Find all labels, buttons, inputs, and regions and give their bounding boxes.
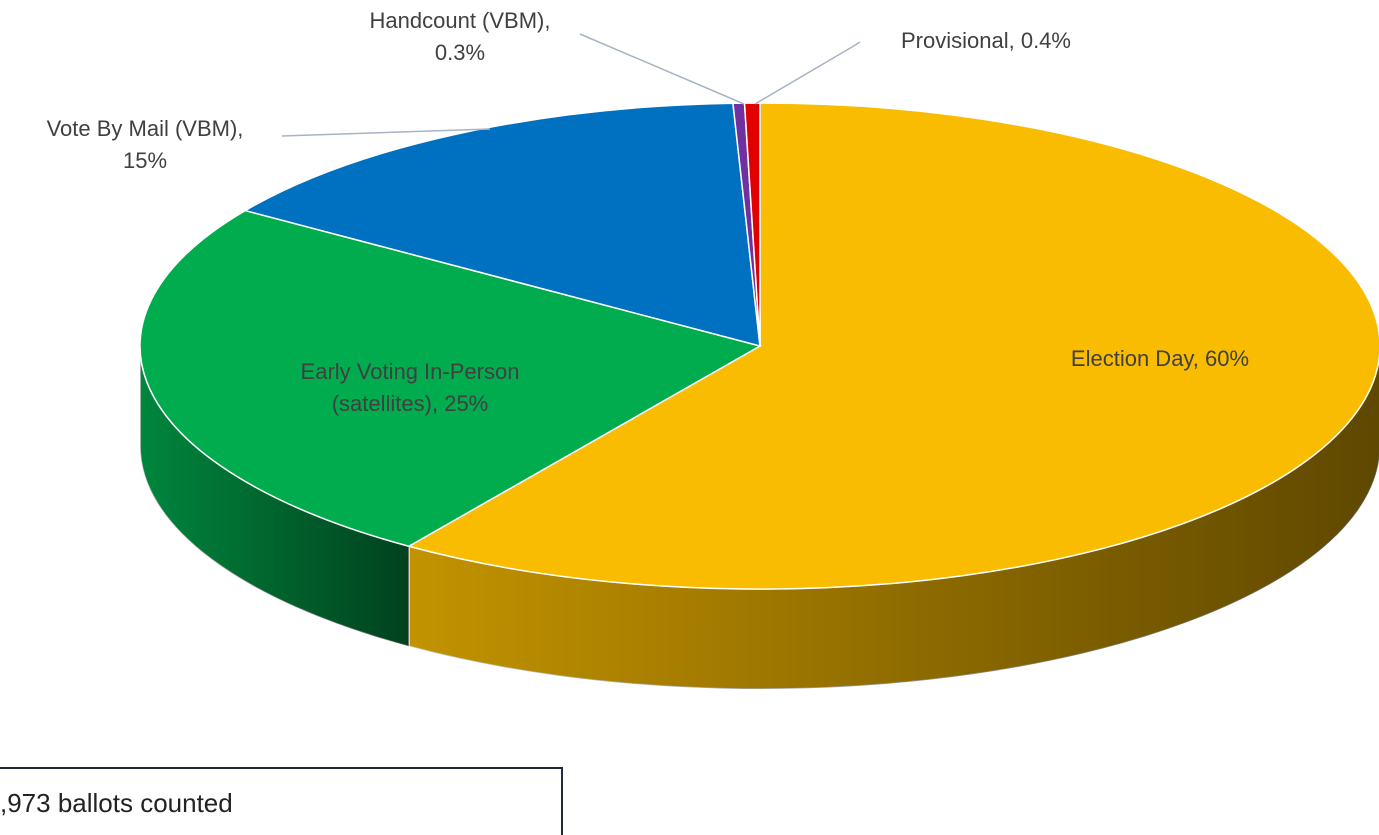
data-label: (satellites), 25% <box>332 391 489 416</box>
pie-slice <box>139 209 762 548</box>
data-label: Election Day, 60% <box>1071 346 1249 371</box>
data-label: Early Voting In-Person <box>301 359 520 384</box>
data-labels: Election Day, 60% Early Voting In-Person (… <box>47 8 1249 416</box>
leader-line <box>579 33 745 105</box>
pie-slice <box>243 102 761 348</box>
annotation-box <box>0 767 563 835</box>
data-label: Handcount (VBM), <box>370 8 551 33</box>
data-label: 0.3% <box>435 40 485 65</box>
pie-side-shade <box>140 346 409 647</box>
pie-slice <box>406 102 1379 590</box>
data-label: 15% <box>123 148 167 173</box>
pie-tops <box>139 102 1379 590</box>
leader-line <box>754 41 861 105</box>
leader-line <box>281 128 491 137</box>
pie-side-shade <box>408 359 1379 689</box>
data-label: Provisional, 0.4% <box>901 28 1071 53</box>
data-label: Vote By Mail (VBM), <box>47 116 244 141</box>
annotation: ,973 ballots counted <box>0 788 233 818</box>
pie-slice <box>743 102 761 347</box>
